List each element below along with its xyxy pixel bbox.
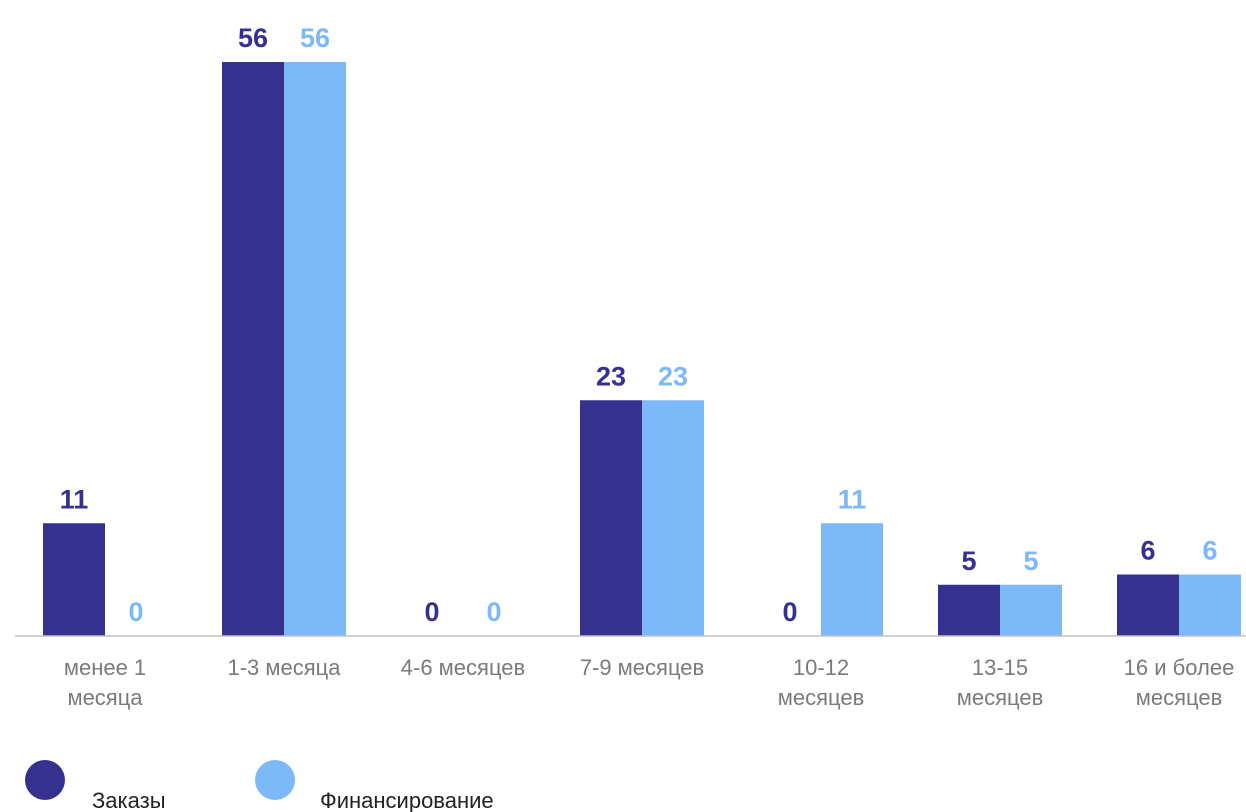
x-tick-line: 7-9 месяцев: [580, 655, 704, 680]
x-tick-label-5: 13-15 месяцев: [957, 655, 1044, 710]
data-label-1-1: 56: [238, 23, 268, 53]
x-tick-labels-group: менее 1 месяца 1-3 месяца 4-6 месяцев 7-9 ме…: [64, 655, 1234, 710]
data-label-2-6: 6: [1202, 536, 1217, 566]
x-tick-line: менее 1: [64, 655, 146, 680]
x-tick-line: месяцев: [778, 685, 865, 710]
bar-2-3: [642, 400, 704, 636]
legend-label-1: Заказы: [92, 788, 166, 812]
x-tick-line: месяца: [67, 685, 143, 710]
x-tick-line: 4-6 месяцев: [401, 655, 525, 680]
x-tick-label-1: 1-3 месяца: [227, 655, 341, 680]
data-label-1-6: 6: [1140, 536, 1155, 566]
x-tick-label-6: 16 и более месяцев: [1124, 655, 1235, 710]
data-label-2-4: 11: [838, 484, 867, 514]
data-label-2-0: 0: [128, 597, 143, 627]
x-tick-label-4: 10-12 месяцев: [778, 655, 865, 710]
bar-1-6: [1117, 574, 1179, 636]
bars-group: [43, 62, 1241, 636]
data-label-2-3: 23: [658, 361, 688, 391]
bar-2-4: [821, 523, 883, 636]
bar-1-1: [222, 62, 284, 636]
data-label-1-2: 0: [424, 597, 439, 627]
x-tick-label-0: менее 1 месяца: [64, 655, 146, 710]
legend-label-2: Финансирование: [320, 788, 494, 812]
x-tick-line: 1-3 месяца: [227, 655, 341, 680]
bar-1-5: [938, 584, 1000, 636]
x-tick-line: 16 и более: [1124, 655, 1235, 680]
bar-2-6: [1179, 574, 1241, 636]
x-tick-line: 10-12: [793, 655, 849, 680]
data-label-2-2: 0: [486, 597, 501, 627]
data-label-1-3: 23: [596, 361, 626, 391]
data-label-1-4: 0: [782, 597, 797, 627]
bar-2-5: [1000, 584, 1062, 636]
data-label-1-5: 5: [961, 546, 976, 576]
legend-marker-2: [255, 760, 295, 800]
bar-2-1: [284, 62, 346, 636]
legend: Заказы Финансирование: [25, 760, 494, 812]
x-tick-line: 13-15: [972, 655, 1028, 680]
x-tick-line: месяцев: [957, 685, 1044, 710]
data-label-2-1: 56: [300, 23, 330, 53]
x-tick-label-2: 4-6 месяцев: [401, 655, 525, 680]
bar-1-0: [43, 523, 105, 636]
legend-marker-1: [25, 760, 65, 800]
data-label-1-0: 11: [60, 484, 89, 514]
data-label-2-5: 5: [1023, 546, 1038, 576]
x-tick-label-3: 7-9 месяцев: [580, 655, 704, 680]
bar-1-3: [580, 400, 642, 636]
x-tick-line: месяцев: [1136, 685, 1223, 710]
